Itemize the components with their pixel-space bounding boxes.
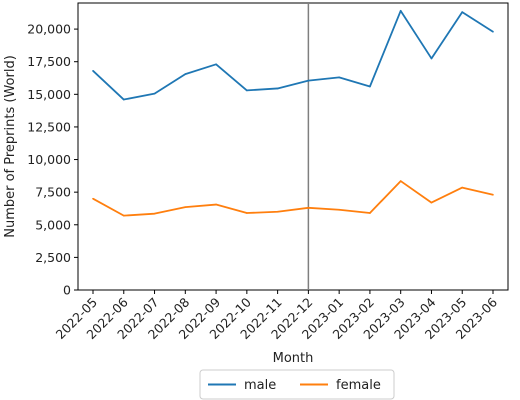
data-point-male bbox=[153, 92, 156, 95]
legend-label-male: male bbox=[244, 378, 276, 393]
data-point-female bbox=[92, 197, 94, 200]
data-point-female bbox=[215, 203, 217, 206]
data-point-female bbox=[246, 212, 248, 214]
data-point-female bbox=[153, 212, 156, 215]
y-tick-label: 0 bbox=[63, 283, 71, 298]
series-line-male bbox=[92, 9, 494, 101]
data-point-male bbox=[492, 30, 494, 33]
y-tick-label: 17,500 bbox=[27, 54, 71, 69]
y-tick-label: 5,000 bbox=[35, 217, 71, 232]
legend-label-female: female bbox=[336, 378, 381, 393]
data-point-male bbox=[461, 11, 464, 13]
data-point-male bbox=[246, 89, 248, 92]
y-tick-label: 15,000 bbox=[27, 87, 71, 102]
y-axis: 0 2,500 5,000 7,500 10,000 12,500 15,000 17,500… bbox=[27, 22, 78, 298]
data-point-male bbox=[369, 85, 371, 88]
data-point-male bbox=[276, 87, 279, 90]
data-point-male bbox=[92, 70, 94, 72]
data-point-female bbox=[338, 208, 340, 211]
data-point-female bbox=[307, 207, 310, 209]
x-axis-title: Month bbox=[273, 351, 314, 366]
data-point-male bbox=[399, 10, 402, 12]
data-point-male bbox=[184, 73, 187, 75]
data-point-female bbox=[184, 206, 187, 208]
y-axis-title: Number of Preprints (World) bbox=[3, 55, 18, 238]
data-point-male bbox=[307, 79, 310, 82]
data-point-female bbox=[369, 212, 371, 214]
data-point-female bbox=[276, 210, 279, 213]
data-point-female bbox=[399, 180, 402, 182]
y-tick-label: 7,500 bbox=[35, 185, 71, 200]
y-tick-label: 2,500 bbox=[35, 250, 71, 265]
data-point-male bbox=[338, 76, 340, 79]
plot-frame bbox=[77, 2, 509, 291]
data-point-female bbox=[430, 201, 433, 204]
y-tick-label: 10,000 bbox=[27, 152, 71, 167]
data-point-male bbox=[215, 63, 217, 66]
legend-box bbox=[199, 369, 395, 400]
data-point-female bbox=[492, 193, 494, 196]
plot-area bbox=[77, 2, 509, 291]
legend: male female bbox=[199, 369, 395, 400]
data-point-male bbox=[122, 98, 125, 101]
series-layer bbox=[92, 9, 494, 217]
series-line-female bbox=[92, 180, 494, 217]
y-tick-label: 20,000 bbox=[27, 22, 71, 37]
y-tick-label: 12,500 bbox=[27, 119, 71, 134]
x-axis: 2022-052022-062022-072022-082022-092022-… bbox=[53, 290, 500, 342]
data-point-female bbox=[461, 186, 464, 189]
data-point-male bbox=[430, 57, 433, 60]
data-point-female bbox=[122, 214, 125, 217]
